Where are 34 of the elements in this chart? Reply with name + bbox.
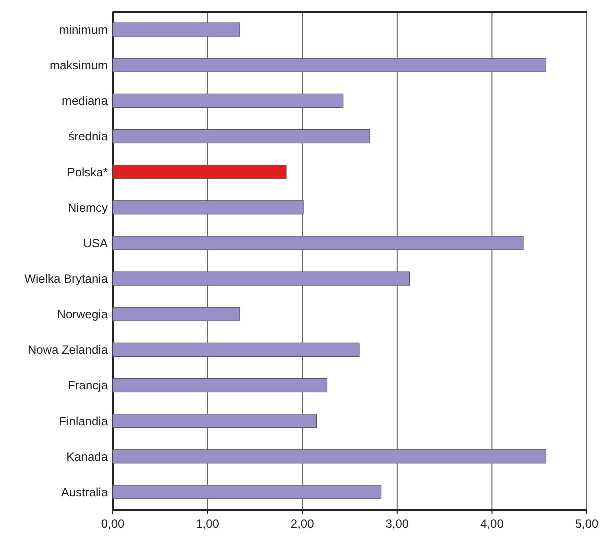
y-tick-label: mediana [62,94,108,108]
x-tick-label: 1,00 [196,517,220,531]
bar [112,94,344,108]
y-tick-label: Wielka Brytania [24,272,108,286]
bar [112,485,382,500]
y-tick-label: Polska* [67,165,108,180]
x-tick-label: 4,00 [480,517,504,531]
bar [112,378,328,393]
bar [112,200,304,215]
y-tick-label: Australia [61,485,108,500]
bar [112,450,547,464]
y-tick-label: Finlandia [59,414,108,428]
bar [112,342,360,357]
y-tick-label: Kanada [66,450,108,464]
bar [112,165,287,180]
y-tick-label: Francja [68,378,108,393]
y-tick-label: USA [83,236,108,250]
bar [112,414,318,428]
y-tick-label: średnia [68,130,108,144]
bar [112,236,524,250]
y-tick-label: Nowa Zelandia [28,343,108,358]
x-tick-label: 3,00 [386,517,410,531]
bar [112,272,410,286]
bar [112,307,240,322]
x-tick-label: 0,00 [101,517,125,531]
x-tick-label: 5,00 [575,517,599,531]
bar [112,129,370,144]
y-tick-label: Norwegia [57,308,108,322]
y-tick-label: Niemcy [68,200,108,215]
y-tick-label: maksimum [50,58,108,73]
bar [112,22,240,37]
bar [112,58,547,72]
x-tick-label: 2,00 [290,517,315,531]
y-tick-label: minimum [59,22,108,37]
